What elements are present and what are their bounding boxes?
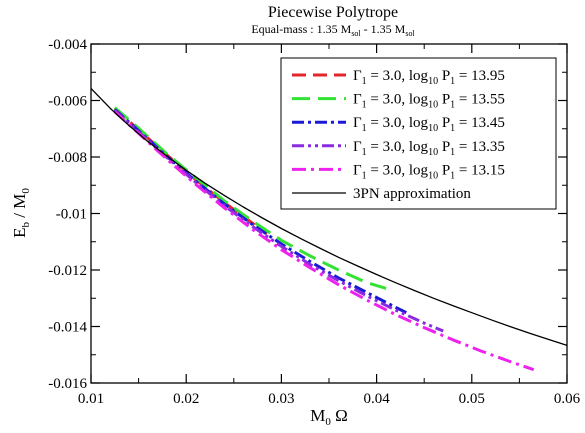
legend-label-6: 3PN approximation xyxy=(353,186,471,202)
chart-title: Piecewise Polytrope xyxy=(268,4,398,21)
series-line-2 xyxy=(113,106,387,290)
legend-label-2: Γ1 = 3.0, log10 P1 = 13.55 xyxy=(353,92,505,111)
x-tick-label: 0.02 xyxy=(173,391,199,407)
y-tick-label: -0.016 xyxy=(48,376,87,392)
y-tick-label: -0.012 xyxy=(48,263,87,279)
legend-label-1: Γ1 = 3.0, log10 P1 = 13.95 xyxy=(353,68,505,87)
series-line-5 xyxy=(113,110,535,372)
legend-box xyxy=(280,57,557,210)
y-tick-label: -0.014 xyxy=(48,320,87,336)
legend: Γ1 = 3.0, log10 P1 = 13.95 Γ1 = 3.0, log1… xyxy=(280,57,557,210)
x-tick-label: 0.05 xyxy=(459,391,485,407)
legend-label-3: Γ1 = 3.0, log10 P1 = 13.45 xyxy=(353,115,505,134)
x-axis-label: M0 Ω xyxy=(310,406,348,428)
x-tick-label: 0.04 xyxy=(363,391,390,407)
x-tick-label: 0.06 xyxy=(554,391,581,407)
chart-subtitle: Equal-mass : 1.35 Msol - 1.35 Msol xyxy=(251,22,415,38)
legend-label-5: Γ1 = 3.0, log10 P1 = 13.15 xyxy=(353,162,505,181)
legend-label-4: Γ1 = 3.0, log10 P1 = 13.35 xyxy=(353,139,505,158)
series-line-6 xyxy=(90,87,568,347)
y-tick-label: -0.004 xyxy=(48,37,87,53)
y-axis-label: Eb / M0 xyxy=(10,188,32,238)
y-tick-label: -0.006 xyxy=(48,94,87,110)
y-tick-label: -0.008 xyxy=(48,150,87,166)
series-line-4 xyxy=(113,109,444,333)
x-tick-label: 0.03 xyxy=(268,391,294,407)
y-tick-label: -0.01 xyxy=(56,207,87,223)
x-tick-label: 0.01 xyxy=(78,391,104,407)
